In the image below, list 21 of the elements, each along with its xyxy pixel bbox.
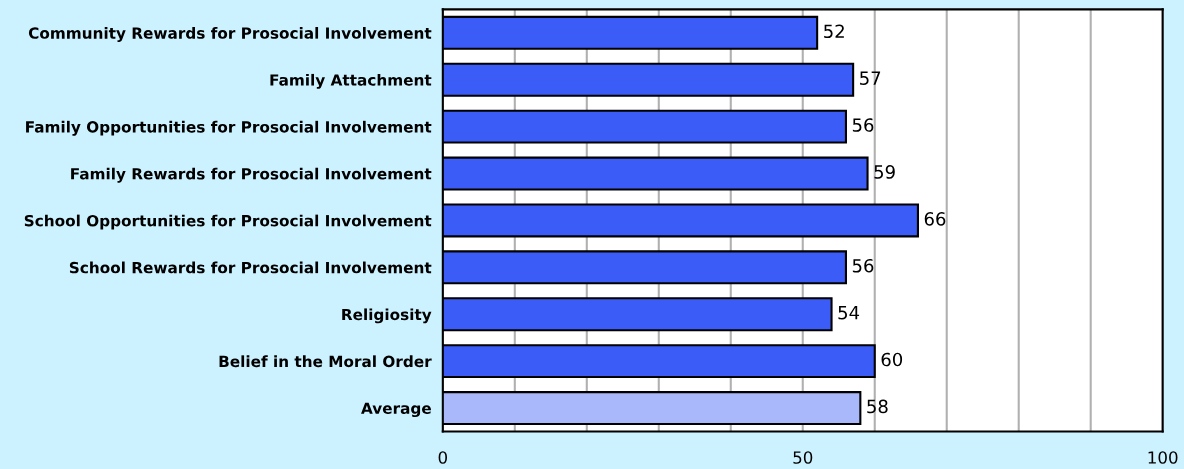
- data-label: 66: [924, 212, 946, 226]
- y-tick-label: School Rewards for Prosocial Involvement: [69, 261, 432, 274]
- data-label: 58: [867, 399, 888, 414]
- data-label: 59: [874, 165, 895, 179]
- x-tick-label: 100: [1148, 451, 1178, 464]
- y-tick-label: Belief in the Moral Order: [219, 355, 432, 368]
- y-tick-label: Family Attachment: [270, 73, 432, 89]
- y-tick-label: Community Rewards for Prosocial Involvement: [28, 27, 432, 42]
- y-tick-label: School Opportunities for Prosocial Involvement: [24, 214, 432, 230]
- x-tick-label: 50: [793, 451, 813, 464]
- x-tick-label: 0: [438, 451, 448, 464]
- data-label: 56: [852, 258, 874, 273]
- y-tick-label: Family Rewards for Prosocial Involvement: [71, 167, 432, 183]
- y-tick-label: Average: [361, 402, 431, 418]
- data-label: 52: [824, 24, 844, 39]
- data-label: 54: [838, 306, 860, 320]
- data-label: 60: [881, 352, 903, 367]
- data-label: 56: [852, 118, 874, 132]
- data-label: 57: [860, 71, 881, 85]
- y-tick-label: Family Opportunities for Prosocial Involvement: [26, 120, 432, 136]
- y-tick-label: Religiosity: [342, 308, 432, 324]
